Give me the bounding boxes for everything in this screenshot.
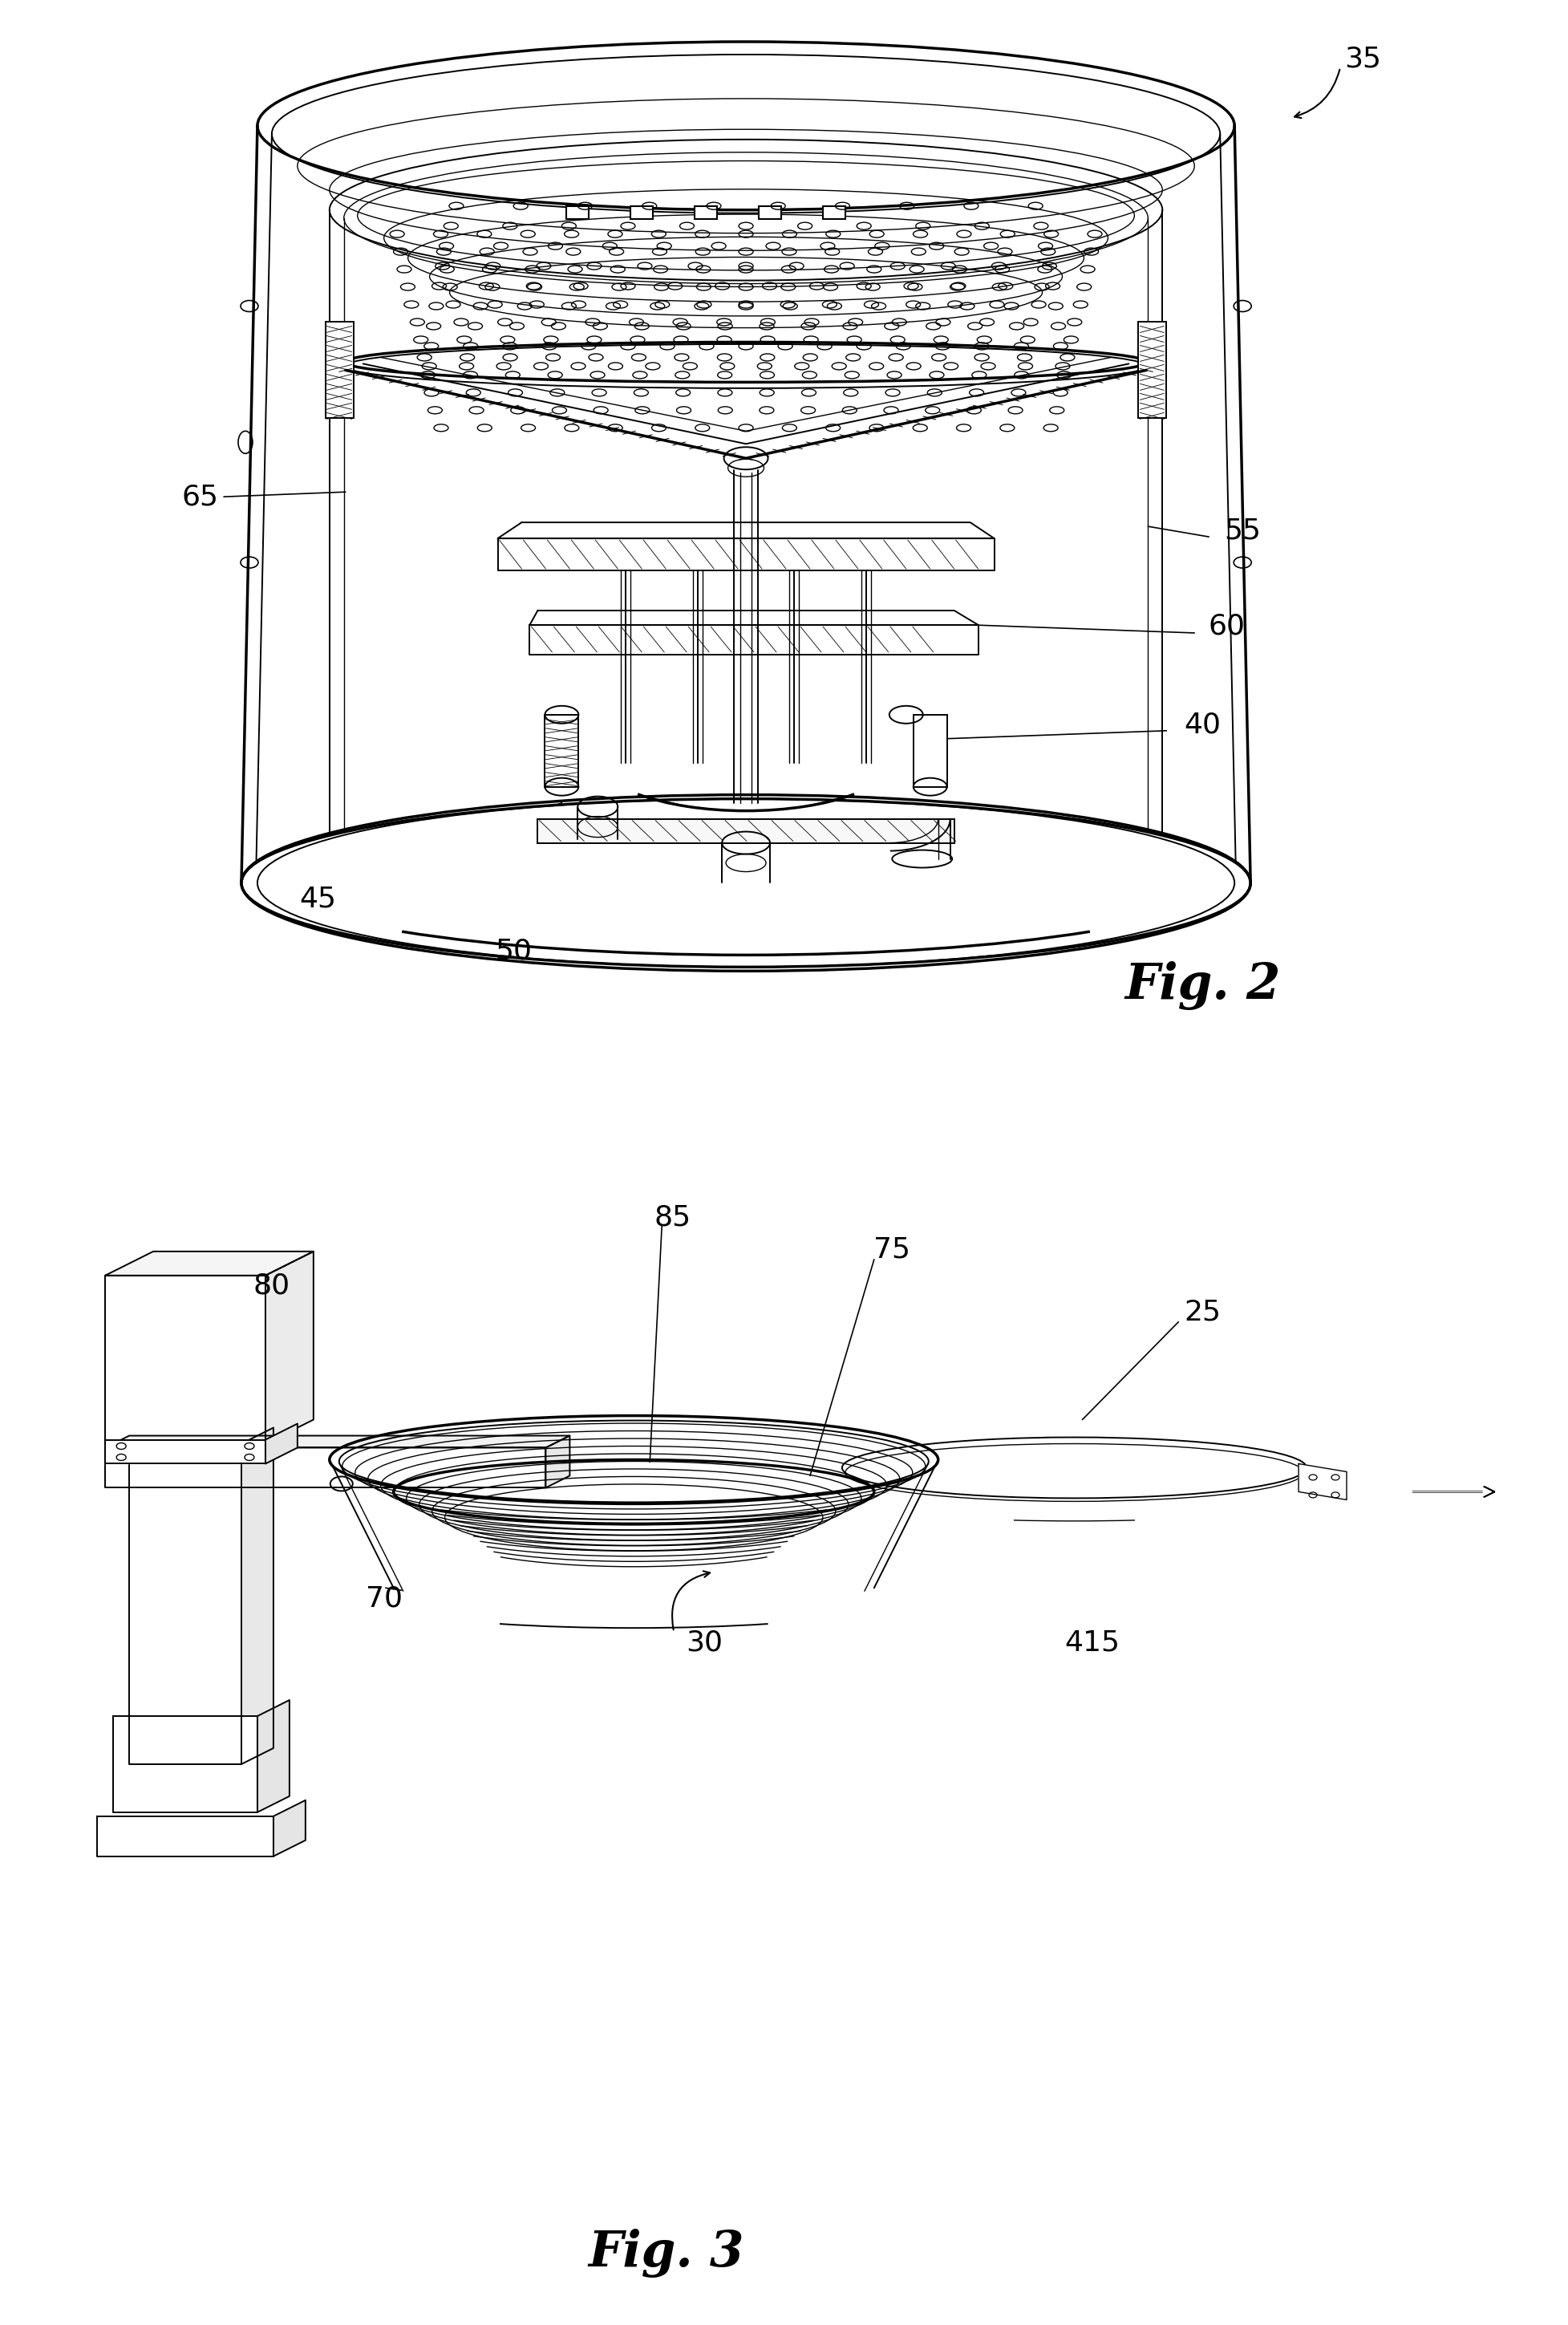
Text: 415: 415 xyxy=(1063,1630,1120,1655)
Text: 45: 45 xyxy=(299,886,336,914)
Polygon shape xyxy=(265,1251,314,1444)
Text: 50: 50 xyxy=(495,937,532,965)
Polygon shape xyxy=(530,611,978,625)
Polygon shape xyxy=(105,1439,265,1465)
Polygon shape xyxy=(113,1716,257,1811)
Text: 30: 30 xyxy=(685,1630,723,1655)
Text: 55: 55 xyxy=(1223,516,1261,544)
Ellipse shape xyxy=(345,344,1146,388)
Text: 25: 25 xyxy=(1184,1300,1220,1325)
Text: 80: 80 xyxy=(252,1272,290,1300)
Polygon shape xyxy=(546,1437,569,1488)
Bar xyxy=(544,714,579,786)
Bar xyxy=(695,207,717,219)
Ellipse shape xyxy=(241,800,1250,967)
Polygon shape xyxy=(265,1423,298,1465)
Polygon shape xyxy=(105,1276,265,1444)
Polygon shape xyxy=(105,1437,569,1448)
Text: 75: 75 xyxy=(873,1237,909,1262)
Text: Fig. 3: Fig. 3 xyxy=(588,2227,743,2276)
Bar xyxy=(1138,323,1167,418)
Bar xyxy=(566,207,588,219)
Polygon shape xyxy=(497,539,994,570)
Polygon shape xyxy=(273,1800,306,1855)
Polygon shape xyxy=(97,1816,273,1855)
Text: 85: 85 xyxy=(654,1204,690,1232)
Polygon shape xyxy=(105,1448,546,1488)
Text: 35: 35 xyxy=(1344,46,1380,72)
Text: 40: 40 xyxy=(1184,711,1220,739)
Polygon shape xyxy=(129,1444,241,1765)
Bar xyxy=(325,323,353,418)
Bar xyxy=(759,207,781,219)
Bar xyxy=(913,714,947,786)
Text: 70: 70 xyxy=(365,1586,401,1611)
Polygon shape xyxy=(241,1428,273,1765)
Text: Fig. 2: Fig. 2 xyxy=(1124,960,1279,1009)
Polygon shape xyxy=(530,625,978,656)
Bar xyxy=(630,207,652,219)
Polygon shape xyxy=(1298,1465,1345,1500)
Polygon shape xyxy=(257,1700,289,1811)
Text: 60: 60 xyxy=(1207,614,1245,639)
Polygon shape xyxy=(105,1251,314,1276)
Bar xyxy=(538,818,953,844)
Bar xyxy=(823,207,845,219)
Polygon shape xyxy=(497,523,994,539)
Text: 65: 65 xyxy=(182,484,218,512)
